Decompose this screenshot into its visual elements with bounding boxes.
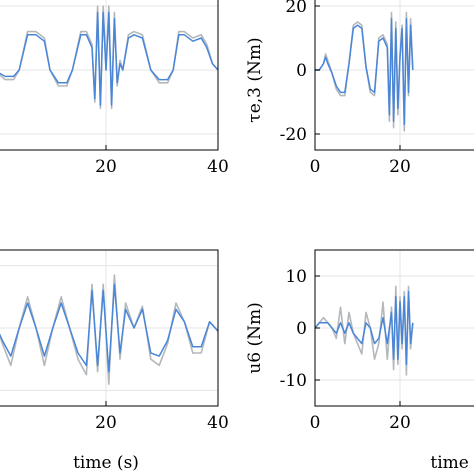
- series-group: [315, 285, 414, 376]
- y-tick-label: 10: [285, 267, 307, 287]
- filtered-signal-line: [315, 290, 414, 366]
- series-group: [315, 11, 414, 132]
- x-tick-label: 0: [310, 413, 321, 433]
- x-tick-label: 40: [207, 413, 229, 433]
- filtered-signal-line: [315, 18, 414, 126]
- x-tick-label: 40: [207, 157, 229, 177]
- x-axis-label: time (s): [73, 453, 139, 473]
- series-group: [0, 274, 218, 386]
- panel-1: 20 40: [0, 0, 229, 177]
- y-tick-label: -10: [280, 371, 307, 391]
- x-tick-label: 20: [95, 157, 117, 177]
- filtered-signal-line: [0, 11, 218, 106]
- series-group: [0, 5, 218, 110]
- x-tick-label: 20: [389, 413, 411, 433]
- panel-4: 0 20 -10 0 10 time (s u6 (Nm): [245, 249, 474, 473]
- x-axis-label: time (s: [430, 453, 474, 473]
- y-tick-label: 0: [296, 61, 307, 81]
- x-tick-label: 0: [310, 157, 321, 177]
- y-axis-label: τe,3 (Nm): [245, 37, 265, 122]
- panel-3: 02040time (s): [0, 249, 229, 473]
- y-tick-label: 20: [285, 0, 307, 17]
- x-tick-label: 20: [389, 157, 411, 177]
- y-tick-label: 0: [296, 319, 307, 339]
- filtered-signal-line: [0, 283, 218, 373]
- raw-signal-line: [315, 11, 414, 132]
- y-tick-label: -20: [280, 125, 307, 145]
- y-axis-label: u6 (Nm): [245, 302, 265, 373]
- x-tick-label: 20: [95, 413, 117, 433]
